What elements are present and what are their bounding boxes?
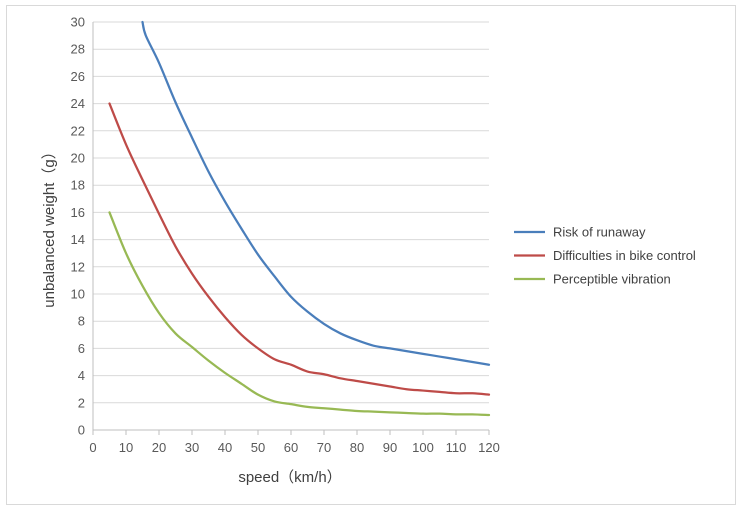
y-tick-label: 22: [71, 123, 85, 138]
y-tick-label: 24: [71, 96, 85, 111]
y-tick-label: 26: [71, 69, 85, 84]
y-tick-label: 10: [71, 287, 85, 302]
y-tick-label: 4: [78, 368, 85, 383]
legend: Risk of runaway Difficulties in bike cont…: [514, 225, 696, 287]
x-tick-label: 10: [119, 440, 133, 455]
x-tick-label: 0: [89, 440, 96, 455]
x-tick-label: 30: [185, 440, 199, 455]
legend-label-risk-of-runaway: Risk of runaway: [553, 225, 646, 240]
y-axis-title: unbalanced weight（g）: [41, 144, 58, 307]
series-line-difficulties-in-bike-control: [108, 102, 491, 396]
axes: [92, 22, 489, 431]
x-tick-label: 100: [412, 440, 434, 455]
y-tick-label: 20: [71, 151, 85, 166]
y-tick-label: 30: [71, 15, 85, 30]
series-lines: [108, 20, 491, 417]
gridlines: [93, 21, 489, 404]
x-axis-title: speed（km/h）: [238, 469, 341, 486]
x-axis-ticks: 0 10 20 30 40 50 60 70 80 90 100 110 120: [89, 430, 500, 455]
x-tick-label: 110: [446, 440, 467, 455]
x-tick-label: 20: [152, 440, 166, 455]
y-tick-label: 0: [78, 423, 85, 438]
x-tick-label: 80: [350, 440, 364, 455]
x-tick-label: 50: [251, 440, 265, 455]
x-tick-label: 70: [317, 440, 331, 455]
series-line-risk-of-runaway: [141, 20, 491, 366]
y-tick-label: 28: [71, 42, 85, 57]
y-tick-label: 14: [71, 232, 85, 247]
y-tick-label: 16: [71, 205, 85, 220]
y-tick-label: 18: [71, 178, 85, 193]
x-tick-label: 120: [478, 440, 500, 455]
x-tick-label: 60: [284, 440, 298, 455]
y-tick-label: 12: [71, 259, 85, 274]
legend-label-difficulties-in-bike-control: Difficulties in bike control: [553, 248, 696, 263]
y-tick-label: 2: [78, 395, 85, 410]
y-tick-label: 6: [78, 341, 85, 356]
x-tick-label: 40: [218, 440, 232, 455]
x-tick-label: 90: [383, 440, 397, 455]
y-tick-label: 8: [78, 314, 85, 329]
series-line-perceptible-vibration: [108, 211, 491, 417]
legend-label-perceptible-vibration: Perceptible vibration: [553, 272, 671, 287]
